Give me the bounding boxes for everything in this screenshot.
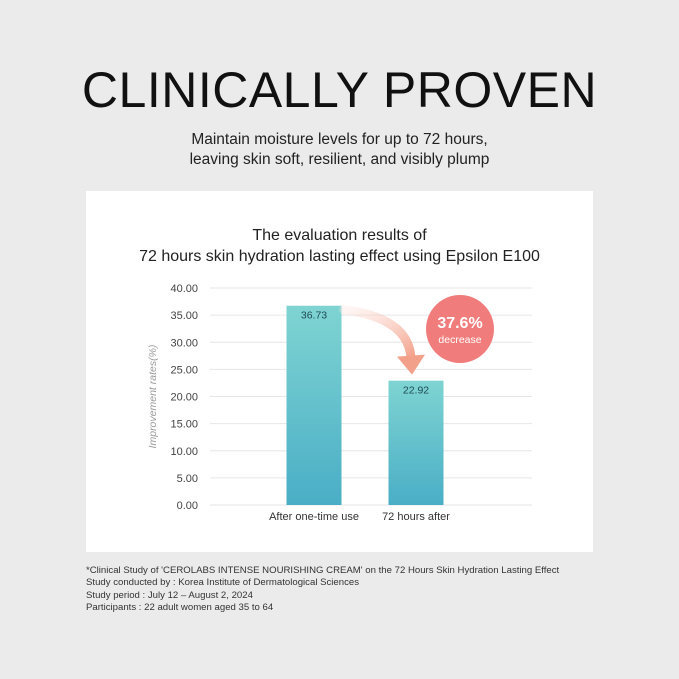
- chart-card: The evaluation results of 72 hours skin …: [86, 191, 593, 552]
- y-tick-label: 15.00: [170, 419, 198, 431]
- y-tick-label: 20.00: [170, 392, 198, 404]
- y-tick-label: 35.00: [170, 310, 198, 322]
- decrease-arrow-head: [397, 354, 425, 375]
- decrease-annotation: 37.6% decrease: [339, 295, 494, 375]
- chart-title-line-2: 72 hours skin hydration lasting effect u…: [139, 248, 540, 265]
- subheadline-line-2: leaving skin soft, resilient, and visibl…: [189, 151, 490, 168]
- y-tick-label: 30.00: [170, 337, 198, 349]
- headline: CLINICALLY PROVEN: [81, 62, 598, 118]
- decrease-percent: 37.6%: [437, 315, 482, 332]
- bar-chart: 0.00 5.00 10.00 15.00 20.00 25.00 30.00 35.00 40…: [147, 283, 532, 523]
- y-tick-label: 25.00: [170, 364, 198, 376]
- footnote-participants: Participants : 22 adult women aged 35 to…: [86, 602, 274, 614]
- y-tick-label: 40.00: [170, 283, 198, 295]
- x-axis-labels: After one-time use 72 hours after: [269, 511, 450, 523]
- chart-title-line-1: The evaluation results of: [252, 227, 427, 244]
- bar: [286, 305, 342, 505]
- x-category-label: 72 hours after: [382, 511, 450, 523]
- y-tick-label: 5.00: [177, 473, 198, 485]
- x-category-label: After one-time use: [269, 511, 359, 523]
- y-tick-label: 0.00: [177, 500, 198, 512]
- y-axis-ticks: 0.00 5.00 10.00 15.00 20.00 25.00 30.00 35.00 40…: [170, 283, 198, 512]
- footnote-study-period: Study period : July 12 – August 2, 2024: [86, 589, 253, 601]
- footnote-conducted-by: Study conducted by : Korea Institute of …: [86, 577, 360, 589]
- decrease-label: decrease: [438, 334, 481, 346]
- bars: 36.73 22.92: [286, 305, 444, 505]
- y-tick-label: 10.00: [170, 446, 198, 458]
- y-axis-label: Improvement rates(%): [147, 345, 159, 449]
- footnote-study-title: *Clinical Study of 'CEROLABS INTENSE NOU…: [86, 565, 560, 576]
- decrease-arrow-shaft: [339, 305, 416, 364]
- subheadline: Maintain moisture levels for up to 72 ho…: [0, 130, 679, 170]
- decrease-badge: [426, 295, 494, 363]
- footnotes: *Clinical Study of 'CEROLABS INTENSE NOU…: [86, 565, 626, 615]
- subheadline-line-1: Maintain moisture levels for up to 72 ho…: [191, 131, 488, 148]
- bar-value-label: 22.92: [403, 385, 429, 397]
- chart-title: The evaluation results of 72 hours skin …: [86, 225, 593, 267]
- bar-value-label: 36.73: [301, 310, 327, 322]
- bar: [388, 380, 444, 505]
